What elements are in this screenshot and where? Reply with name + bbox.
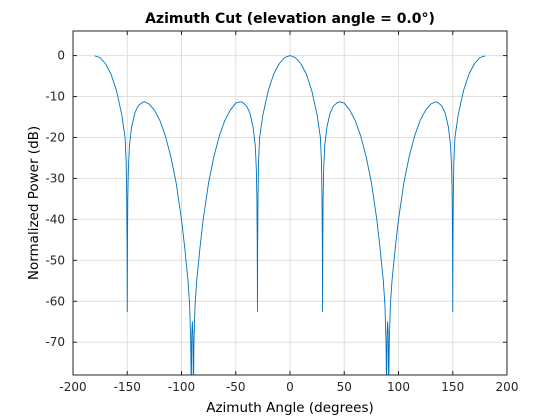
y-tick-label: -30 [45,171,65,185]
x-tick-label: -100 [168,380,195,394]
x-tick-label: -150 [114,380,141,394]
data-series [94,55,486,375]
x-tick-label: 0 [286,380,294,394]
series-line [94,55,486,375]
y-tick-label: -50 [45,253,65,267]
y-tick-label: -20 [45,130,65,144]
x-tick-label: 200 [496,380,519,394]
chart-title: Azimuth Cut (elevation angle = 0.0°) [145,11,435,27]
x-tick-label: 100 [387,380,410,394]
y-tick-label: -40 [45,212,65,226]
y-axis-label: Normalized Power (dB) [26,126,42,280]
x-tick-label: 150 [441,380,464,394]
x-tick-label: 50 [337,380,352,394]
axis-ticks: -200 -150 -100 -50 0 50 100 150 200 0 -10 -20 -30 -40… [45,31,518,394]
x-tick-label: -50 [226,380,246,394]
x-tick-label: -200 [59,380,86,394]
y-tick-label: -70 [45,335,65,349]
y-tick-label: -60 [45,294,65,308]
x-axis-label: Azimuth Angle (degrees) [206,400,374,416]
y-tick-label: 0 [57,49,65,63]
y-tick-label: -10 [45,90,65,104]
